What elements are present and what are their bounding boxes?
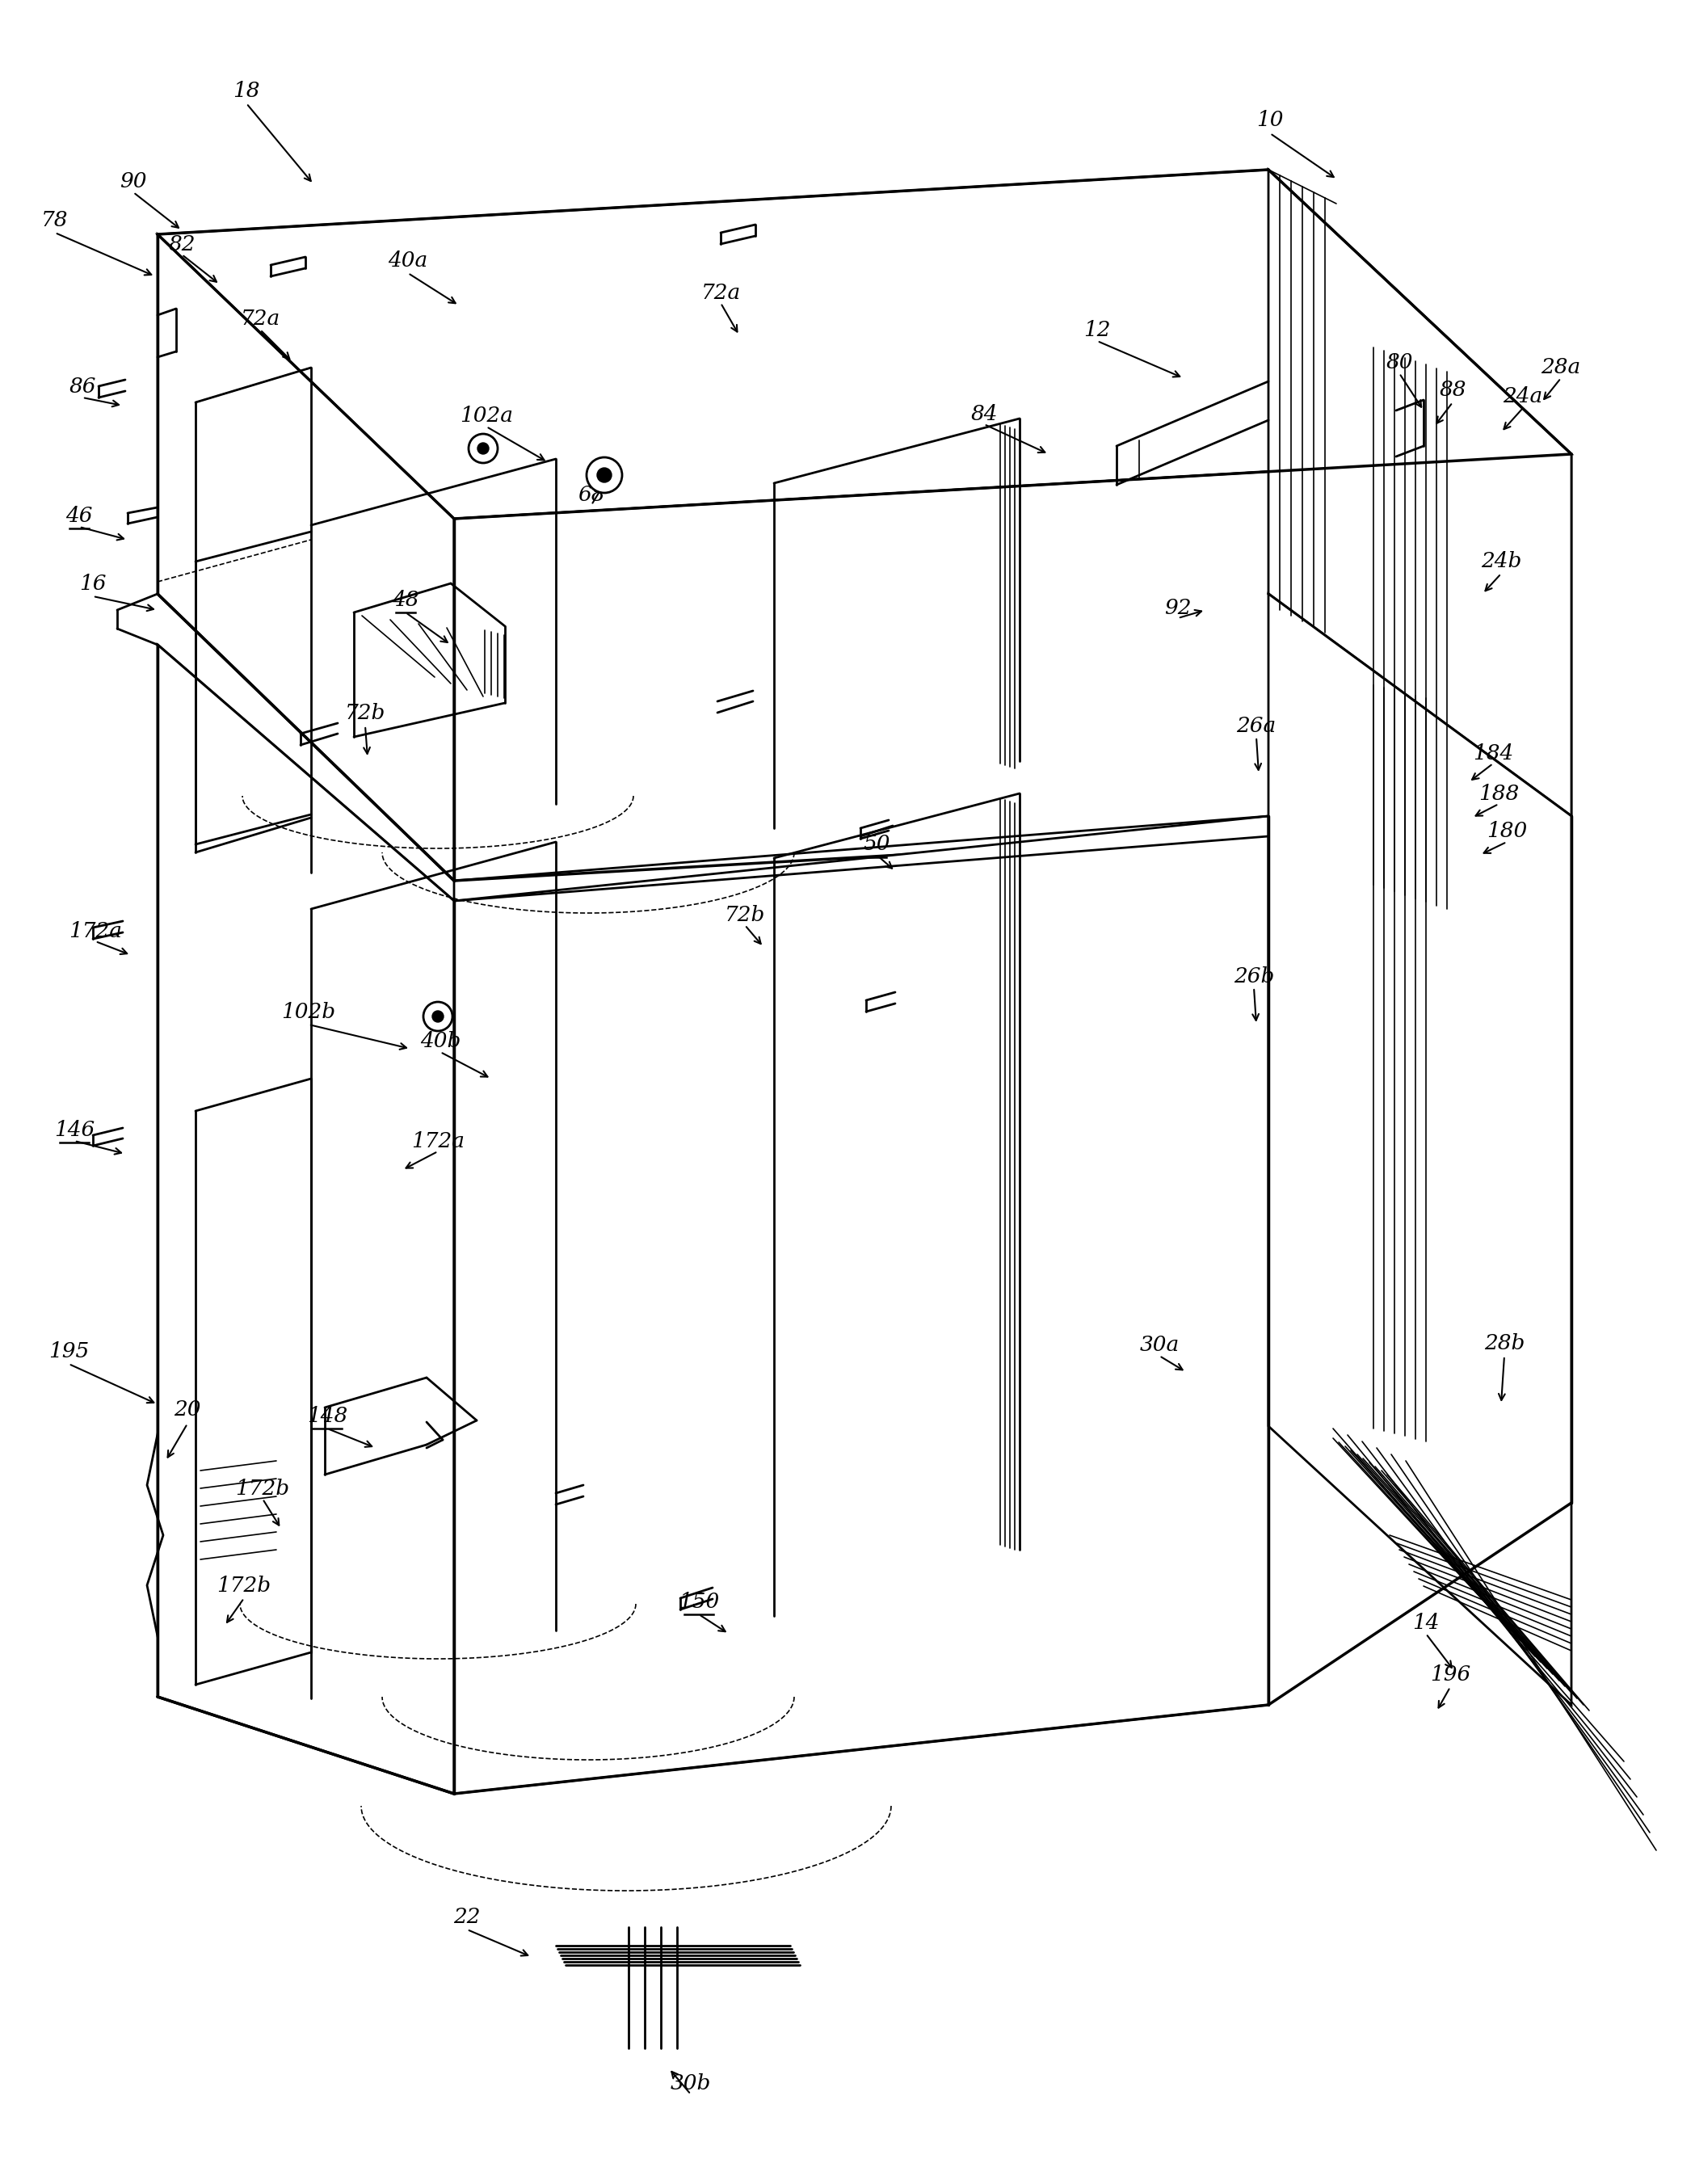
Polygon shape (1268, 170, 1571, 880)
Text: 102a: 102a (459, 406, 514, 426)
Text: 150: 150 (678, 1592, 719, 1612)
Text: 10: 10 (1256, 109, 1283, 129)
Circle shape (478, 443, 488, 454)
Text: 146: 146 (54, 1120, 95, 1140)
Text: 102b: 102b (281, 1002, 336, 1022)
Text: 172b: 172b (236, 1479, 290, 1498)
Text: 18: 18 (232, 81, 259, 100)
Text: 78: 78 (41, 210, 68, 229)
Text: 22: 22 (454, 1907, 480, 1926)
Text: 80: 80 (1387, 352, 1414, 371)
Text: 46: 46 (66, 505, 93, 526)
Text: 180: 180 (1487, 821, 1527, 841)
Text: 72a: 72a (241, 310, 280, 330)
Circle shape (432, 1011, 444, 1022)
Text: 26a: 26a (1236, 716, 1276, 736)
Polygon shape (158, 644, 454, 1793)
Text: 16: 16 (80, 572, 107, 594)
Text: 196: 196 (1431, 1664, 1471, 1684)
Text: 50: 50 (863, 834, 890, 854)
Text: 92: 92 (1164, 598, 1192, 618)
Text: 30b: 30b (671, 2073, 712, 2092)
Circle shape (424, 1002, 453, 1031)
Text: 188: 188 (1478, 784, 1519, 804)
Text: 40b: 40b (420, 1031, 461, 1051)
Text: 28b: 28b (1485, 1332, 1526, 1352)
Polygon shape (454, 454, 1571, 946)
Text: 195: 195 (49, 1341, 88, 1361)
Polygon shape (1268, 594, 1571, 1706)
Text: 172b: 172b (217, 1575, 271, 1594)
Polygon shape (158, 234, 454, 880)
Text: 184: 184 (1473, 743, 1514, 762)
Text: 86: 86 (69, 376, 97, 395)
Text: 26b: 26b (1234, 965, 1275, 987)
Circle shape (468, 435, 498, 463)
Polygon shape (454, 817, 1268, 1793)
Polygon shape (158, 170, 1571, 520)
Circle shape (597, 467, 612, 483)
Text: 84: 84 (971, 404, 998, 424)
Text: 172a: 172a (69, 922, 122, 941)
Text: 88: 88 (1439, 380, 1466, 400)
Text: 48: 48 (392, 590, 419, 609)
Text: 68: 68 (578, 485, 605, 505)
Circle shape (586, 456, 622, 494)
Text: 72b: 72b (724, 904, 764, 924)
Text: 20: 20 (175, 1400, 202, 1420)
Text: 72b: 72b (344, 703, 385, 723)
Text: 12: 12 (1083, 319, 1110, 341)
Text: 82: 82 (168, 234, 195, 253)
Text: 28a: 28a (1541, 358, 1581, 378)
Text: 30a: 30a (1139, 1334, 1180, 1356)
Text: 14: 14 (1412, 1612, 1439, 1634)
Text: 90: 90 (120, 173, 147, 192)
Text: 148: 148 (307, 1406, 347, 1426)
Text: 172a: 172a (412, 1131, 464, 1151)
Text: 24a: 24a (1503, 387, 1542, 406)
Text: 40a: 40a (388, 251, 427, 271)
Text: 24b: 24b (1481, 550, 1522, 572)
Text: 72a: 72a (700, 282, 741, 304)
